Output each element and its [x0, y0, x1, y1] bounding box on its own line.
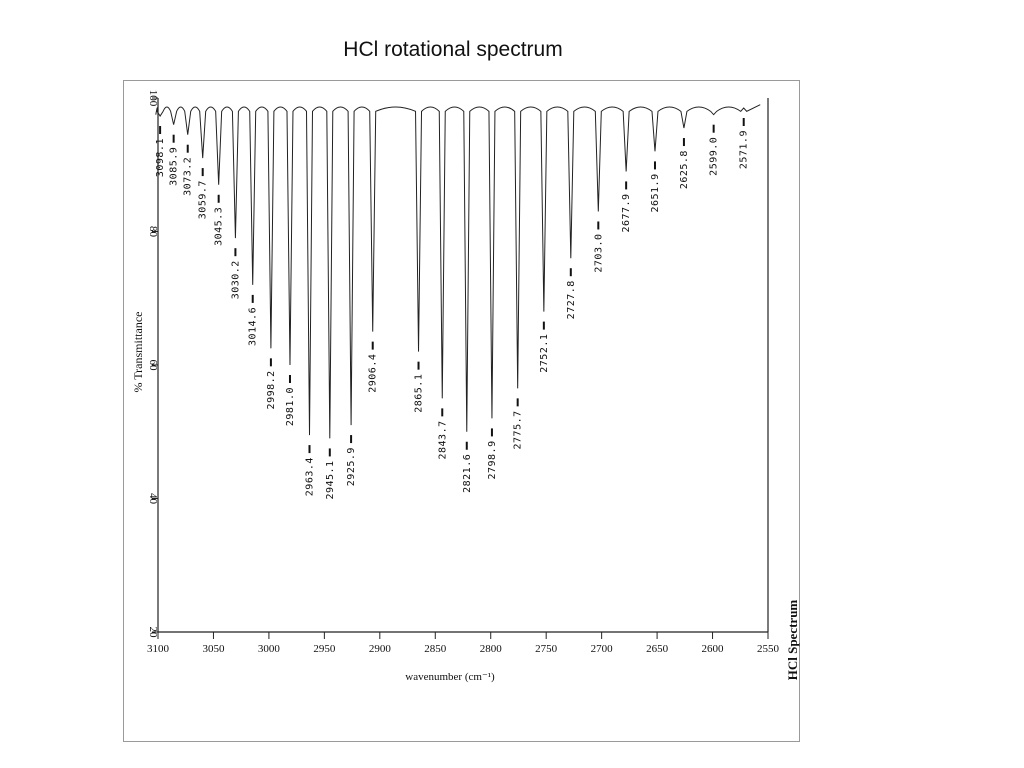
axes-group: [157, 98, 769, 633]
peak-label: 2625.8: [679, 150, 690, 189]
peak-label: 2727.8: [566, 280, 577, 319]
y-tick-label: 100: [147, 90, 159, 107]
peak-label: 2906.4: [368, 354, 379, 393]
side-spectrum-label: HCl Spectrum: [785, 600, 800, 681]
x-tick-label: 2650: [646, 643, 669, 655]
x-tick-label: 3100: [147, 643, 170, 655]
peak-label: 3098.1: [155, 138, 166, 177]
spectrum-line: [155, 104, 761, 439]
peak-label: 3059.7: [198, 180, 209, 219]
peak-labels-group: 3098.1 3085.9 3073.2 3059.7 3045.3 3030.2 3014…: [155, 130, 750, 500]
x-tick-label: 2700: [591, 643, 614, 655]
ticks-group: 3100 3050 3000 2950 2900 2850 2800 2750 2700 2650…: [147, 90, 780, 655]
peak-label: 2752.1: [539, 334, 550, 373]
peak-markers-group: [159, 118, 745, 457]
peak-label: 2599.0: [709, 137, 720, 176]
x-tick-label: 2750: [535, 643, 558, 655]
peak-label: 2925.9: [346, 447, 357, 486]
peak-label: 2703.0: [593, 233, 604, 272]
peak-label: 2775.7: [513, 410, 524, 449]
peak-label: 2945.1: [325, 460, 336, 499]
peak-label: 2651.9: [650, 173, 661, 212]
x-tick-label: 2600: [702, 643, 725, 655]
x-tick-label: 3050: [202, 643, 225, 655]
x-tick-label: 2800: [480, 643, 503, 655]
y-tick-label: 80: [147, 226, 159, 238]
peak-label: 3030.2: [230, 260, 241, 299]
peak-label: 3045.3: [214, 207, 225, 246]
peak-label: 2998.2: [266, 370, 277, 409]
peak-label: 2981.0: [285, 387, 296, 426]
peak-label: 3085.9: [169, 147, 180, 186]
peak-label: 2963.4: [305, 457, 316, 496]
peak-label: 2865.1: [414, 374, 425, 413]
x-tick-label: 2850: [424, 643, 447, 655]
peak-label: 2571.9: [739, 130, 750, 169]
y-axis-label: % Transmittance: [131, 312, 145, 393]
peak-label: 2677.9: [621, 193, 632, 232]
y-tick-label: 60: [147, 360, 159, 372]
y-tick-label: 40: [147, 493, 159, 505]
slide-title: HCl rotational spectrum: [343, 38, 563, 61]
x-axis-label: wavenumber (cm⁻¹): [405, 671, 495, 683]
peak-label: 3014.6: [248, 307, 259, 346]
x-tick-label: 3000: [258, 643, 281, 655]
peak-label: 3073.2: [183, 157, 194, 196]
peak-label: 2821.6: [462, 454, 473, 493]
x-tick-label: 2950: [313, 643, 336, 655]
y-tick-label: 20: [147, 627, 159, 639]
curve-layer: [155, 104, 761, 439]
peak-label: 2843.7: [437, 420, 448, 459]
peak-label: 2798.9: [487, 440, 498, 479]
x-tick-label: 2900: [369, 643, 392, 655]
x-tick-label: 2550: [757, 643, 780, 655]
